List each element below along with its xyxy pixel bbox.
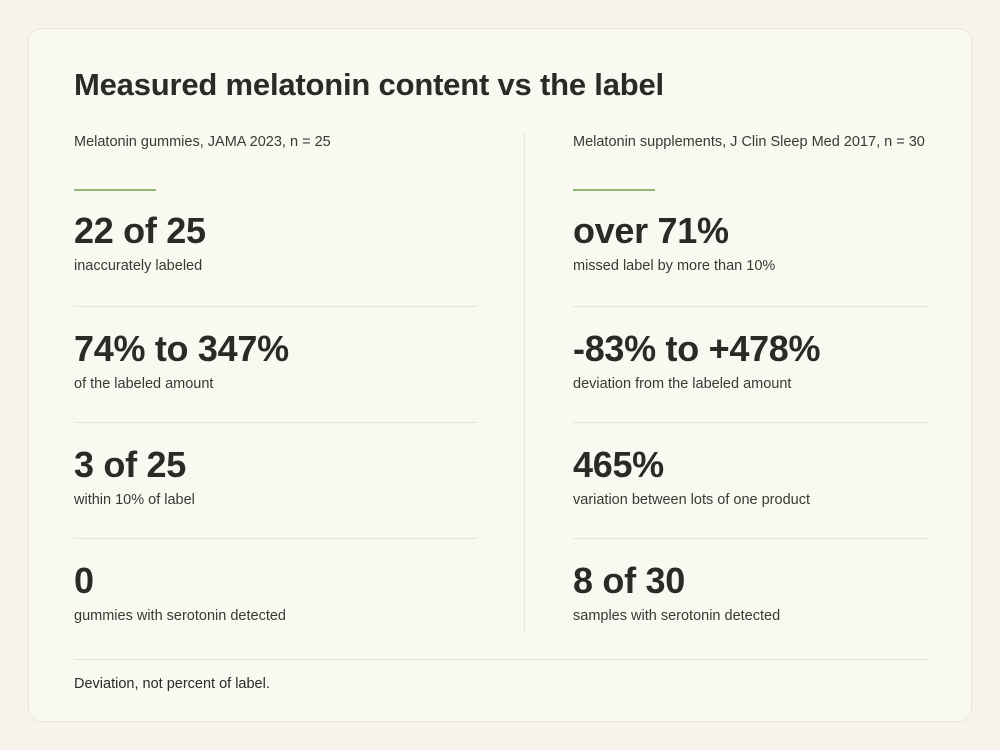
left-accent-rule: [74, 189, 156, 191]
stat-item: -83% to +478% deviation from the labeled…: [573, 307, 929, 423]
stat-item: 465% variation between lots of one produ…: [573, 423, 929, 539]
footnote: Deviation, not percent of label.: [74, 676, 270, 692]
stat-value: 22 of 25: [74, 210, 206, 251]
stat-value: 3 of 25: [74, 444, 186, 485]
left-column-gummies: Melatonin gummies, JAMA 2023, n = 25 22 …: [74, 132, 477, 655]
stat-caption: inaccurately labeled: [74, 258, 203, 274]
stat-caption: of the labeled amount: [74, 376, 214, 392]
stat-value: -83% to +478%: [573, 328, 821, 369]
stat-value: over 71%: [573, 210, 729, 251]
stat-item: 8 of 30 samples with serotonin detected: [573, 539, 929, 655]
column-divider: [524, 133, 525, 633]
stat-item: over 71% missed label by more than 10%: [573, 191, 929, 307]
right-accent-rule: [573, 189, 655, 191]
stat-caption: deviation from the labeled amount: [573, 376, 792, 392]
right-stats: over 71% missed label by more than 10% -…: [573, 191, 929, 655]
stat-caption: variation between lots of one product: [573, 492, 810, 508]
stat-value: 0: [74, 560, 94, 601]
stat-item: 74% to 347% of the labeled amount: [74, 307, 477, 423]
stat-value: 465%: [573, 444, 664, 485]
stat-value: 74% to 347%: [74, 328, 289, 369]
stat-caption: within 10% of label: [74, 492, 195, 508]
page-title: Measured melatonin content vs the label: [74, 67, 664, 102]
left-column-heading: Melatonin gummies, JAMA 2023, n = 25: [74, 134, 331, 150]
stat-item: 3 of 25 within 10% of label: [74, 423, 477, 539]
right-column-heading: Melatonin supplements, J Clin Sleep Med …: [573, 134, 925, 150]
footer-divider: [74, 659, 929, 660]
comparison-card: Measured melatonin content vs the label …: [28, 28, 972, 722]
stat-caption: gummies with serotonin detected: [74, 608, 286, 624]
stat-item: 0 gummies with serotonin detected: [74, 539, 477, 655]
stat-caption: samples with serotonin detected: [573, 608, 781, 624]
stat-value: 8 of 30: [573, 560, 685, 601]
left-stats: 22 of 25 inaccurately labeled 74% to 347…: [74, 191, 477, 655]
stat-item: 22 of 25 inaccurately labeled: [74, 191, 477, 307]
stat-caption: missed label by more than 10%: [573, 258, 776, 274]
right-column-supplements: Melatonin supplements, J Clin Sleep Med …: [573, 132, 929, 655]
